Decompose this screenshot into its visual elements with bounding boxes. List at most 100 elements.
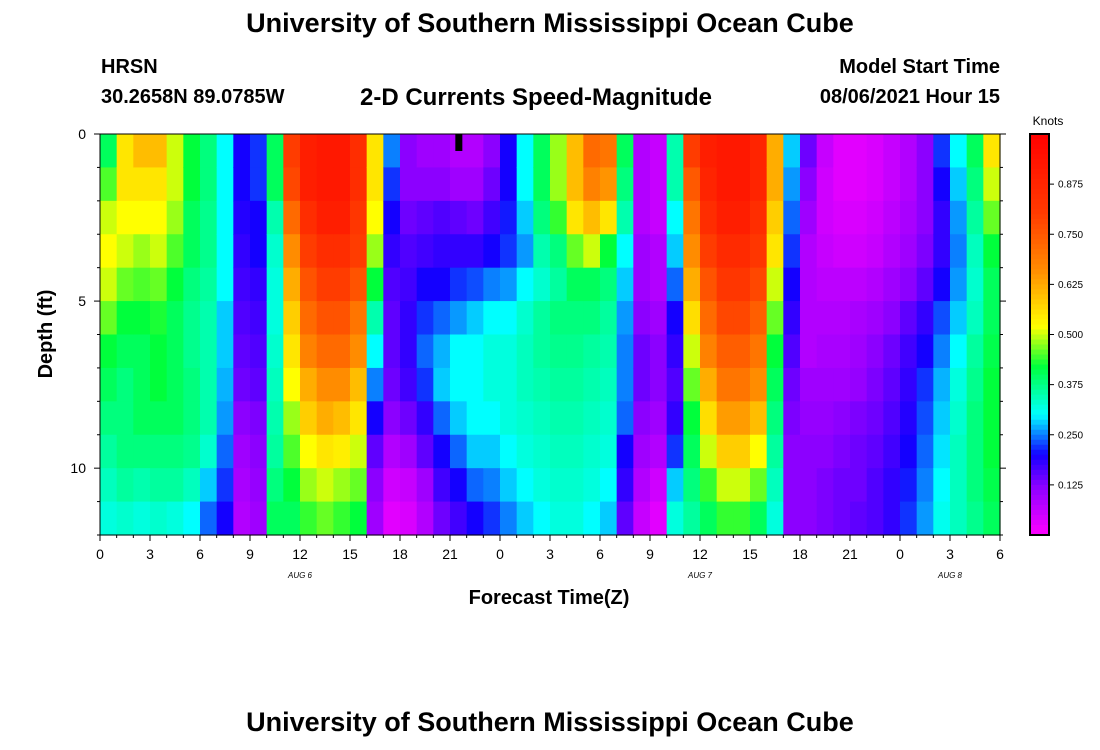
heatmap-cell (916, 267, 934, 302)
heatmap-cell (200, 367, 218, 402)
station-coordinates: 30.2658N 89.0785W (101, 86, 285, 108)
heatmap-cell (950, 167, 968, 202)
heatmap-cell (183, 167, 201, 202)
heatmap-cell (616, 267, 634, 302)
heatmap-cell (650, 267, 668, 302)
x-tick-label: 9 (246, 546, 254, 562)
heatmap-cell (333, 167, 351, 202)
heatmap-cell (733, 468, 751, 503)
heatmap-cell (133, 367, 151, 402)
colorbar-swatch (1030, 244, 1049, 250)
heatmap-cell (666, 234, 684, 269)
x-tick-label: 12 (692, 546, 708, 562)
heatmap-cell (166, 301, 184, 336)
heatmap-cell (766, 501, 784, 536)
heatmap-cell (583, 234, 601, 269)
heatmap-cell (950, 468, 968, 503)
heatmap-cell (633, 367, 651, 402)
date-labels: AUG 6 AUG 7 AUG 8 (287, 571, 963, 580)
heatmap-cell (783, 200, 801, 235)
heatmap-cell (450, 200, 468, 235)
heatmap-cell (683, 401, 701, 436)
heatmap-cell (633, 234, 651, 269)
heatmap-cell (866, 234, 884, 269)
colorbar-tick-label: 0.625 (1058, 280, 1083, 291)
heatmap-cell (133, 234, 151, 269)
colorbar-swatch (1030, 209, 1049, 215)
heatmap-cell (583, 301, 601, 336)
heatmap-cell (550, 301, 568, 336)
heatmap-cell (266, 468, 284, 503)
heatmap-cell (133, 501, 151, 536)
heatmap-cell (850, 234, 868, 269)
heatmap-cell (933, 134, 951, 169)
heatmap-cell (816, 367, 834, 402)
heatmap-cell (900, 167, 918, 202)
heatmap-cell (450, 334, 468, 369)
heatmap-cell (666, 468, 684, 503)
colorbar-swatch (1030, 199, 1049, 205)
heatmap-cell (150, 434, 168, 469)
heatmap-cell (550, 167, 568, 202)
heatmap-cell (816, 334, 834, 369)
heatmap-cell (133, 301, 151, 336)
heatmap-cell (950, 334, 968, 369)
heatmap-cell (666, 434, 684, 469)
heatmap-cell (266, 334, 284, 369)
heatmap-cell (800, 234, 818, 269)
heatmap-cell (850, 468, 868, 503)
heatmap-cell (700, 200, 718, 235)
heatmap-cell (716, 468, 734, 503)
heatmap-cell (683, 267, 701, 302)
heatmap-cell (783, 367, 801, 402)
heatmap-cell (533, 234, 551, 269)
heatmap-cell (216, 468, 234, 503)
heatmap-cell (850, 267, 868, 302)
heatmap-cell (416, 234, 434, 269)
heatmap-cell (400, 501, 418, 536)
heatmap-cell (783, 501, 801, 536)
colorbar-swatch (1030, 374, 1049, 381)
heatmap-cell (633, 501, 651, 536)
heatmap-cell (816, 234, 834, 269)
heatmap-cell (116, 134, 134, 169)
heatmap-cell (566, 334, 584, 369)
heatmap-cell (466, 267, 484, 302)
heatmap-cell (166, 200, 184, 235)
heatmap-cell (833, 167, 851, 202)
heatmap-cell (183, 367, 201, 402)
x-tick-label: 12 (292, 546, 308, 562)
heatmap-cell (683, 134, 701, 169)
colorbar-swatch (1030, 194, 1049, 200)
heatmap-cell (750, 401, 768, 436)
heatmap-cell (616, 468, 634, 503)
heatmap-cell (533, 134, 551, 169)
heatmap-cell (166, 267, 184, 302)
heatmap-cell (833, 501, 851, 536)
heatmap-cell (700, 401, 718, 436)
heatmap-cell (850, 434, 868, 469)
heatmap-cell (433, 234, 451, 269)
colorbar-swatch (1030, 449, 1049, 456)
heatmap-cell (400, 167, 418, 202)
heatmap-cell (766, 334, 784, 369)
heatmap-cell (450, 267, 468, 302)
heatmap-cell (666, 501, 684, 536)
heatmap-cell (600, 301, 618, 336)
heatmap-cell (866, 334, 884, 369)
heatmap-cell (433, 267, 451, 302)
chart-subtitle: 2-D Currents Speed-Magnitude (360, 84, 713, 111)
colorbar-swatch (1030, 469, 1049, 476)
heatmap-cell (200, 468, 218, 503)
heatmap-cell (150, 301, 168, 336)
colorbar-label: Knots (1033, 114, 1064, 128)
heatmap-cell (150, 401, 168, 436)
heatmap-cell (816, 434, 834, 469)
heatmap-cell (600, 134, 618, 169)
heatmap-cell (700, 334, 718, 369)
heatmap-cell (583, 468, 601, 503)
heatmap-cell (783, 434, 801, 469)
heatmap-cell (333, 301, 351, 336)
heatmap-cell (150, 334, 168, 369)
heatmap-cell (866, 367, 884, 402)
